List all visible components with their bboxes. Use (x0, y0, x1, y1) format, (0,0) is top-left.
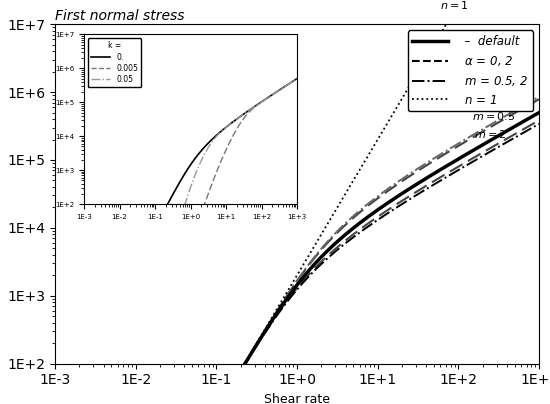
Text: First normal stress: First normal stress (55, 9, 184, 23)
Text: $m = 0.5$: $m = 0.5$ (471, 110, 515, 122)
X-axis label: Shear rate: Shear rate (264, 393, 330, 404)
Legend:   –  default,   $\alpha$ = 0, 2,   $m$ = 0.5, 2,   $n$ = 1: – default, $\alpha$ = 0, 2, $m$ = 0.5, 2… (408, 30, 533, 111)
Text: $n = 1$: $n = 1$ (441, 0, 469, 11)
Text: $m = 2$: $m = 2$ (475, 128, 507, 140)
